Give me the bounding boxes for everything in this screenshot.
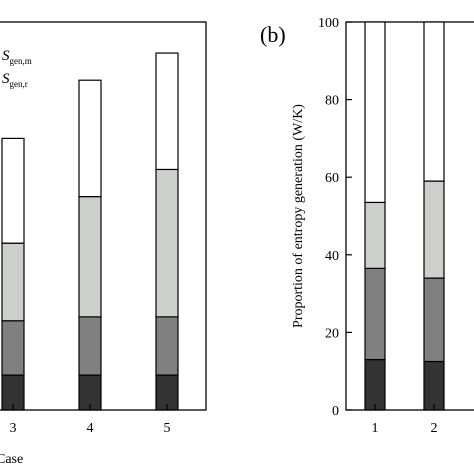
right-bar-1-segment-4 <box>364 21 386 204</box>
left-bar-4-segment-3 <box>78 196 102 318</box>
left-x-tick-label-3: 3 <box>10 421 17 436</box>
right-y-tick-label-0: 0 <box>332 404 339 419</box>
right-y-axis-label: Proportion of entropy generation (W/K) <box>291 104 306 328</box>
left-x-tick-label-5: 5 <box>164 421 171 436</box>
left-bar-3-segment-3 <box>1 242 25 322</box>
right-x-tick-label-2: 2 <box>431 421 438 436</box>
right-y-ticks: 0 20 40 60 80 100 <box>318 16 352 419</box>
right-y-tick-label-100: 100 <box>318 16 339 31</box>
left-bar-5-segment-4 <box>155 52 179 171</box>
right-y-tick-label-80: 80 <box>325 94 339 109</box>
right-x-tick-label-1: 1 <box>372 421 379 436</box>
left-bar-5-segment-3 <box>155 168 179 318</box>
right-bar-2-segment-2 <box>423 277 445 363</box>
right-bar-2-segment-4 <box>423 21 445 182</box>
right-bar-2-segment-3 <box>423 180 445 279</box>
legend-label-gen-r: Sgen,r <box>2 71 28 89</box>
right-y-tick-label-20: 20 <box>325 326 339 341</box>
right-y-tick-label-40: 40 <box>325 249 339 264</box>
left-panel-frame <box>0 21 207 411</box>
right-y-tick-label-60: 60 <box>325 171 339 186</box>
left-x-ticks: 3 4 5 <box>10 404 171 436</box>
right-bars <box>364 21 445 411</box>
left-bar-3-segment-2 <box>1 320 25 376</box>
right-bar-1-segment-1 <box>364 358 386 411</box>
left-bars <box>1 52 179 411</box>
right-bar-1-segment-3 <box>364 201 386 269</box>
left-panel: 3 4 5 Sgen,m Sgen,r Case <box>0 21 207 467</box>
left-bar-4-segment-2 <box>78 316 102 376</box>
left-bar-4-segment-4 <box>78 79 102 198</box>
left-bar-5-segment-2 <box>155 316 179 376</box>
left-x-tick-label-4: 4 <box>87 421 94 436</box>
right-bar-2-segment-1 <box>423 360 445 411</box>
right-panel-frame <box>345 21 474 411</box>
legend: Sgen,m Sgen,r <box>2 48 32 89</box>
left-x-axis-label: Case <box>0 452 23 467</box>
right-panel: (b) Proportion of entropy generation (W/… <box>260 16 474 436</box>
right-bar-1-segment-2 <box>364 267 386 361</box>
legend-label-gen-m: Sgen,m <box>2 48 32 66</box>
left-bar-3-segment-4 <box>1 137 25 244</box>
panel-label-b: (b) <box>260 22 286 47</box>
